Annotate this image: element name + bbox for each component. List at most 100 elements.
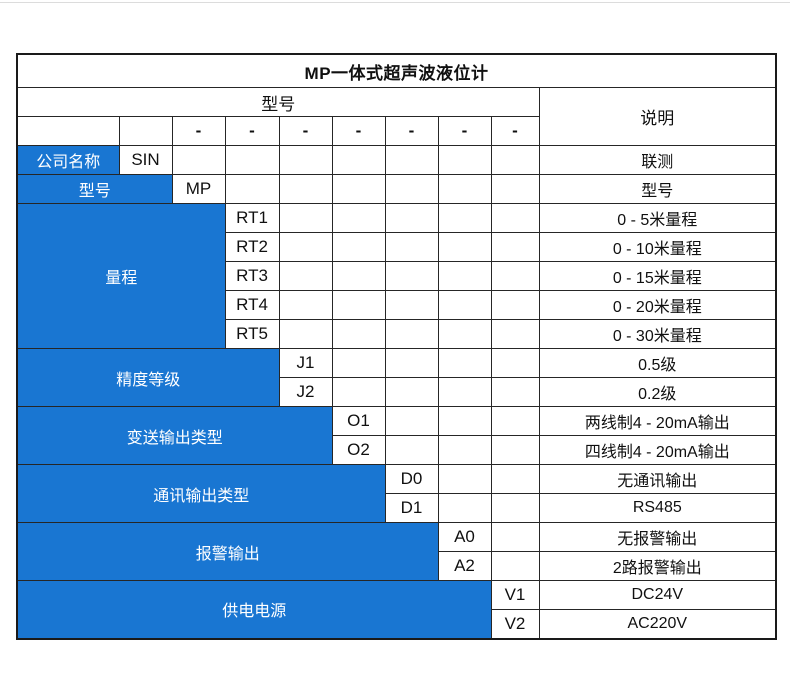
table-row: 报警输出 A0 无报警输出 — [16, 522, 777, 581]
empty-cell — [331, 174, 386, 204]
empty-cell — [437, 232, 492, 262]
section-label-accuracy: 精度等级 — [16, 348, 280, 407]
description-cell: DC24V — [538, 580, 777, 610]
code-cell-rt3: RT3 — [224, 261, 280, 291]
empty-cell — [278, 319, 333, 349]
empty-cell — [384, 261, 439, 291]
dash-cell: - — [224, 116, 280, 146]
description-cell: RS485 — [538, 493, 777, 523]
empty-cell — [331, 319, 386, 349]
empty-cell — [278, 203, 333, 233]
empty-cell — [437, 493, 492, 523]
empty-cell — [278, 232, 333, 262]
table-row: O2 四线制4 - 20mA输出 — [17, 435, 777, 465]
empty-cell — [384, 435, 439, 465]
empty-cell — [384, 406, 439, 436]
description-cell: 2路报警输出 — [538, 551, 777, 581]
code-cell-rt5: RT5 — [224, 319, 280, 349]
code-cell-d0: D0 — [384, 464, 439, 494]
empty-cell — [331, 145, 386, 175]
code-cell-o2: O2 — [331, 435, 386, 465]
empty-cell — [331, 203, 386, 233]
description-cell: 无通讯输出 — [538, 464, 777, 494]
description-cell: 无报警输出 — [538, 522, 777, 552]
description-cell: 四线制4 - 20mA输出 — [538, 435, 777, 465]
code-cell-d1: D1 — [384, 493, 439, 523]
empty-cell — [437, 145, 492, 175]
code-cell-rt4: RT4 — [224, 290, 280, 320]
table-row: RT4 0 - 20米量程 — [17, 290, 777, 320]
empty-cell — [331, 232, 386, 262]
empty-cell — [437, 377, 492, 407]
empty-cell — [278, 261, 333, 291]
dash-cell: - — [384, 116, 439, 146]
code-cell-j1: J1 — [278, 348, 333, 378]
empty-cell — [490, 464, 540, 494]
code-cell-rt2: RT2 — [224, 232, 280, 262]
dash-cell: - — [171, 116, 226, 146]
code-cell-v1: V1 — [490, 580, 540, 610]
empty-cell — [118, 116, 173, 146]
empty-cell — [384, 203, 439, 233]
empty-cell — [384, 232, 439, 262]
table-row: 通讯输出类型 D0 无通讯输出 — [16, 464, 777, 523]
empty-cell — [224, 174, 280, 204]
description-cell: 0 - 20米量程 — [538, 290, 777, 320]
empty-cell — [490, 522, 540, 552]
empty-cell — [490, 435, 540, 465]
empty-cell — [331, 377, 386, 407]
table-row: 型号 MP 型号 — [16, 174, 777, 204]
empty-cell — [278, 290, 333, 320]
empty-cell — [490, 145, 540, 175]
empty-cell — [16, 116, 120, 146]
model-header: 型号 — [16, 87, 540, 117]
table-row: 量程 RT1 0 - 5米量程 — [16, 203, 777, 349]
table-row: A2 2路报警输出 — [17, 551, 777, 581]
description-cell: 联测 — [538, 145, 777, 175]
description-cell: 型号 — [538, 174, 777, 204]
table-row: J2 0.2级 — [17, 377, 777, 407]
section-label-transmit-output: 变送输出类型 — [16, 406, 333, 465]
code-cell-sin: SIN — [118, 145, 173, 175]
empty-cell — [437, 290, 492, 320]
empty-cell — [384, 145, 439, 175]
empty-cell — [384, 290, 439, 320]
dash-cell: - — [331, 116, 386, 146]
description-cell: 0 - 10米量程 — [538, 232, 777, 262]
empty-cell — [490, 319, 540, 349]
empty-cell — [490, 290, 540, 320]
dash-cell: - — [490, 116, 540, 146]
dash-cell: - — [278, 116, 333, 146]
empty-cell — [437, 261, 492, 291]
empty-cell — [384, 319, 439, 349]
table-row: RT2 0 - 10米量程 — [17, 232, 777, 262]
empty-cell — [384, 348, 439, 378]
section-label-model: 型号 — [16, 174, 173, 204]
empty-cell — [331, 348, 386, 378]
description-cell: AC220V — [538, 609, 777, 639]
code-cell-mp: MP — [171, 174, 226, 204]
section-label-power-supply: 供电电源 — [16, 580, 492, 639]
dash-cell: - — [437, 116, 492, 146]
section-label-alarm-output: 报警输出 — [16, 522, 439, 581]
model-selection-table: MP一体式超声波液位计 型号 说明 - - - - - - - 公司名称 SIN — [16, 53, 778, 640]
description-cell: 0.2级 — [538, 377, 777, 407]
code-cell-rt1: RT1 — [224, 203, 280, 233]
description-cell: 0 - 15米量程 — [538, 261, 777, 291]
code-cell-v2: V2 — [490, 609, 540, 639]
empty-cell — [490, 261, 540, 291]
table-row: V2 AC220V — [17, 609, 777, 639]
section-label-range: 量程 — [16, 203, 226, 349]
empty-cell — [331, 261, 386, 291]
product-title: MP一体式超声波液位计 — [16, 53, 777, 88]
description-cell: 0.5级 — [538, 348, 777, 378]
empty-cell — [437, 435, 492, 465]
empty-cell — [437, 319, 492, 349]
section-label-comm-output: 通讯输出类型 — [16, 464, 386, 523]
code-cell-o1: O1 — [331, 406, 386, 436]
empty-cell — [490, 203, 540, 233]
code-cell-j2: J2 — [278, 377, 333, 407]
empty-cell — [437, 348, 492, 378]
description-cell: 0 - 5米量程 — [538, 203, 777, 233]
